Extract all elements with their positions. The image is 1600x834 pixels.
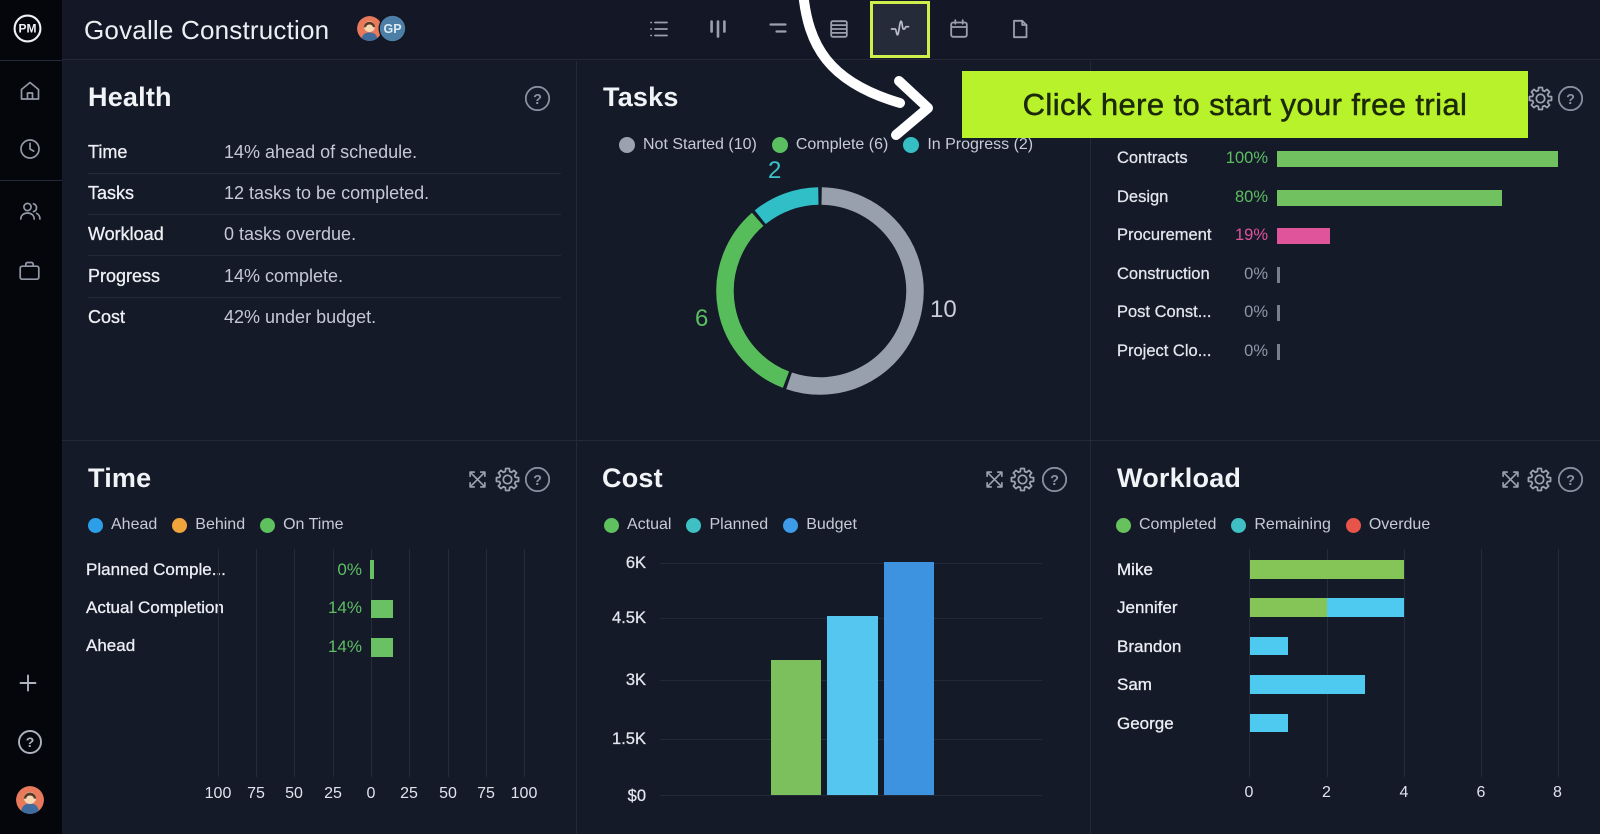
svg-text:?: ? — [26, 734, 35, 750]
svg-text:GP: GP — [383, 22, 401, 36]
svg-text:PM: PM — [19, 22, 37, 36]
